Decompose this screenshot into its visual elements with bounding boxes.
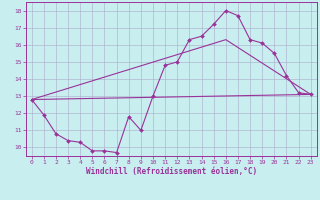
X-axis label: Windchill (Refroidissement éolien,°C): Windchill (Refroidissement éolien,°C) — [86, 167, 257, 176]
